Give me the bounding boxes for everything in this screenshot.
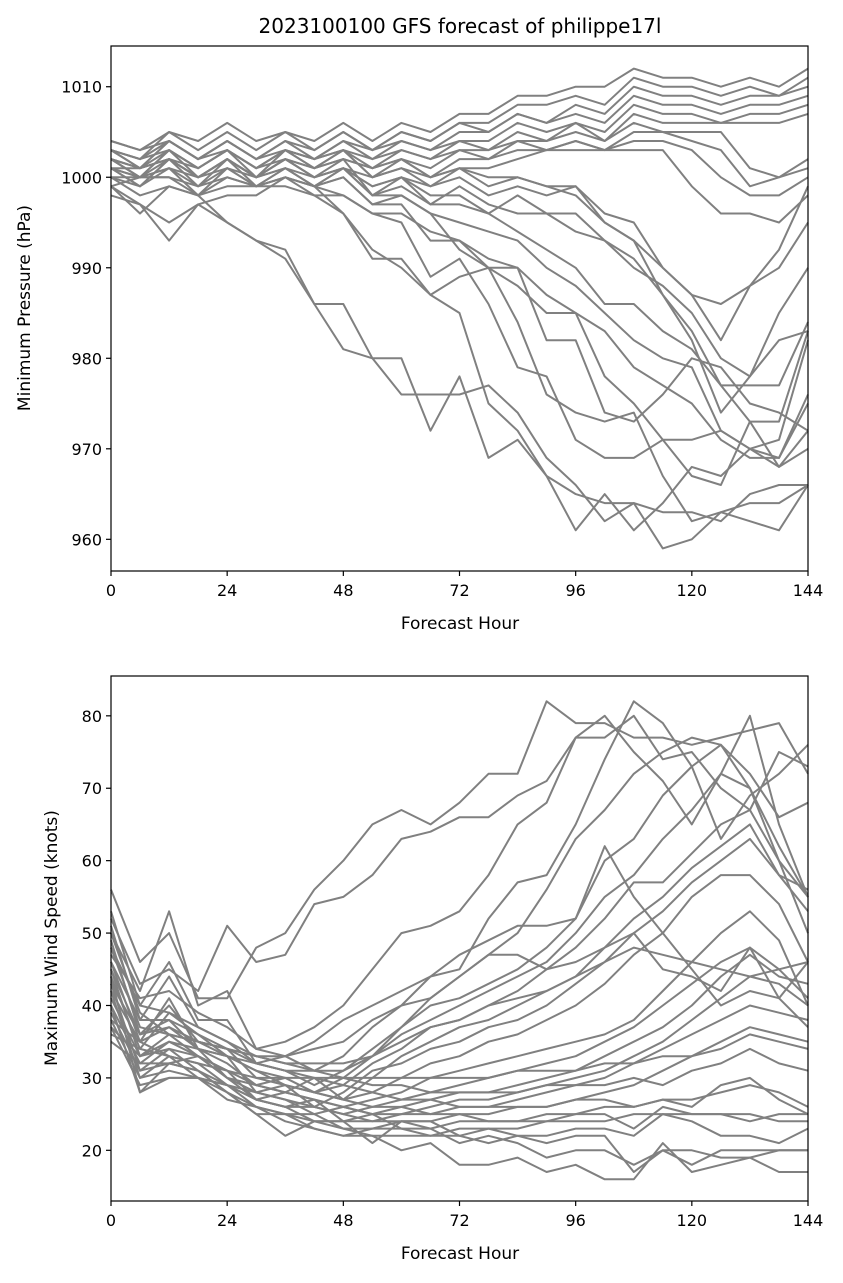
pressure-x-tick-label: 0 bbox=[106, 581, 116, 600]
pressure-series-line-20 bbox=[110, 176, 808, 523]
wind-y-tick-label: 60 bbox=[82, 852, 102, 871]
wind-y-tick-label: 30 bbox=[82, 1069, 102, 1088]
wind-series-line-23 bbox=[110, 983, 808, 1173]
pressure-x-tick-label: 72 bbox=[449, 581, 469, 600]
wind-series-line-22 bbox=[110, 976, 808, 1181]
pressure-y-tick-label: 970 bbox=[71, 440, 102, 459]
wind-series-line-24 bbox=[110, 968, 808, 1130]
wind-series-line-1 bbox=[110, 700, 809, 1000]
wind-series-line-2 bbox=[110, 714, 809, 992]
pressure-y-tick-label: 960 bbox=[71, 530, 102, 549]
wind-series-line-27 bbox=[110, 911, 809, 1079]
wind-x-tick-label: 96 bbox=[565, 1211, 585, 1230]
pressure-series-line-21 bbox=[110, 176, 809, 523]
wind-y-tick-label: 80 bbox=[82, 707, 102, 726]
wind-x-tick-label: 24 bbox=[217, 1211, 237, 1230]
pressure-x-tick-label: 96 bbox=[565, 581, 585, 600]
pressure-x-tick-label: 144 bbox=[793, 581, 824, 600]
chart-title: 2023100100 GFS forecast of philippe17l bbox=[259, 14, 662, 38]
wind-plot: 0 24 48 72 96 120 144 20 30 40 50 60 70 80 bbox=[82, 675, 824, 1230]
wind-y-tick-label: 40 bbox=[82, 996, 102, 1015]
pressure-y-tick-label: 980 bbox=[71, 349, 102, 368]
wind-y-tick-label: 50 bbox=[82, 924, 102, 943]
wind-series-line-30 bbox=[110, 845, 809, 1058]
wind-y-tick-label: 70 bbox=[82, 779, 102, 798]
pressure-series-line-19 bbox=[110, 167, 809, 459]
wind-x-axis-label: Forecast Hour bbox=[401, 1244, 519, 1264]
pressure-y-axis-label: Minimum Pressure (hPa) bbox=[15, 205, 35, 411]
pressure-x-axis-label: Forecast Hour bbox=[401, 614, 519, 634]
pressure-plot: 0 24 48 72 96 120 144 960 970 980 990 1000 1010 bbox=[61, 45, 824, 600]
wind-y-axis-label: Maximum Wind Speed (knots) bbox=[42, 810, 62, 1066]
wind-y-tick-label: 20 bbox=[82, 1141, 102, 1160]
pressure-series-line-23 bbox=[110, 185, 809, 550]
wind-x-tick-label: 48 bbox=[333, 1211, 353, 1230]
pressure-series-line-1 bbox=[110, 67, 809, 152]
pressure-series-line-24 bbox=[110, 149, 809, 414]
pressure-series-line-25 bbox=[110, 149, 809, 342]
wind-x-tick-label: 0 bbox=[106, 1211, 116, 1230]
wind-series-line-29 bbox=[110, 932, 809, 1072]
pressure-x-tick-label: 120 bbox=[677, 581, 708, 600]
wind-x-tick-label: 72 bbox=[449, 1211, 469, 1230]
wind-series-line-9 bbox=[110, 823, 809, 1101]
wind-x-tick-label: 120 bbox=[677, 1211, 708, 1230]
pressure-y-tick-label: 1010 bbox=[61, 78, 102, 97]
pressure-x-tick-label: 48 bbox=[333, 581, 353, 600]
pressure-y-tick-label: 1000 bbox=[61, 168, 102, 187]
wind-x-tick-label: 144 bbox=[793, 1211, 824, 1230]
pressure-x-tick-label: 24 bbox=[217, 581, 237, 600]
pressure-y-tick-label: 990 bbox=[71, 259, 102, 278]
wind-series-line-3 bbox=[110, 714, 809, 1050]
